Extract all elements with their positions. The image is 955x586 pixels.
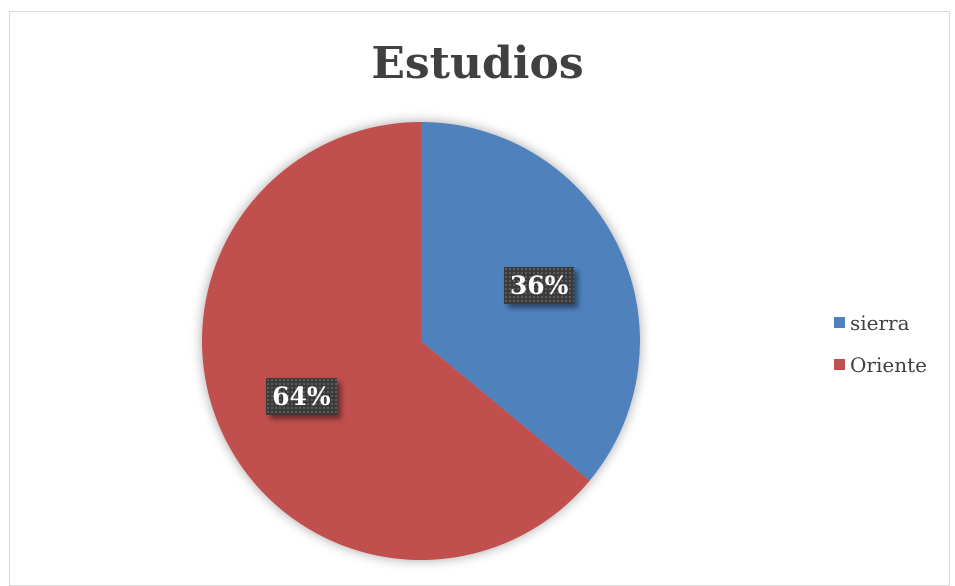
legend-swatch-sierra bbox=[834, 317, 845, 328]
data-label-oriente: 64% bbox=[266, 378, 337, 416]
legend: sierra Oriente bbox=[834, 308, 927, 392]
legend-label-oriente: Oriente bbox=[850, 352, 927, 377]
legend-item-oriente: Oriente bbox=[834, 350, 927, 379]
chart-title: Estudios bbox=[371, 38, 584, 89]
legend-swatch-oriente bbox=[834, 359, 845, 370]
pie-slice-oriente bbox=[201, 122, 590, 560]
legend-item-sierra: sierra bbox=[834, 308, 927, 337]
legend-label-sierra: sierra bbox=[850, 310, 910, 335]
data-label-sierra: 36% bbox=[503, 266, 575, 304]
